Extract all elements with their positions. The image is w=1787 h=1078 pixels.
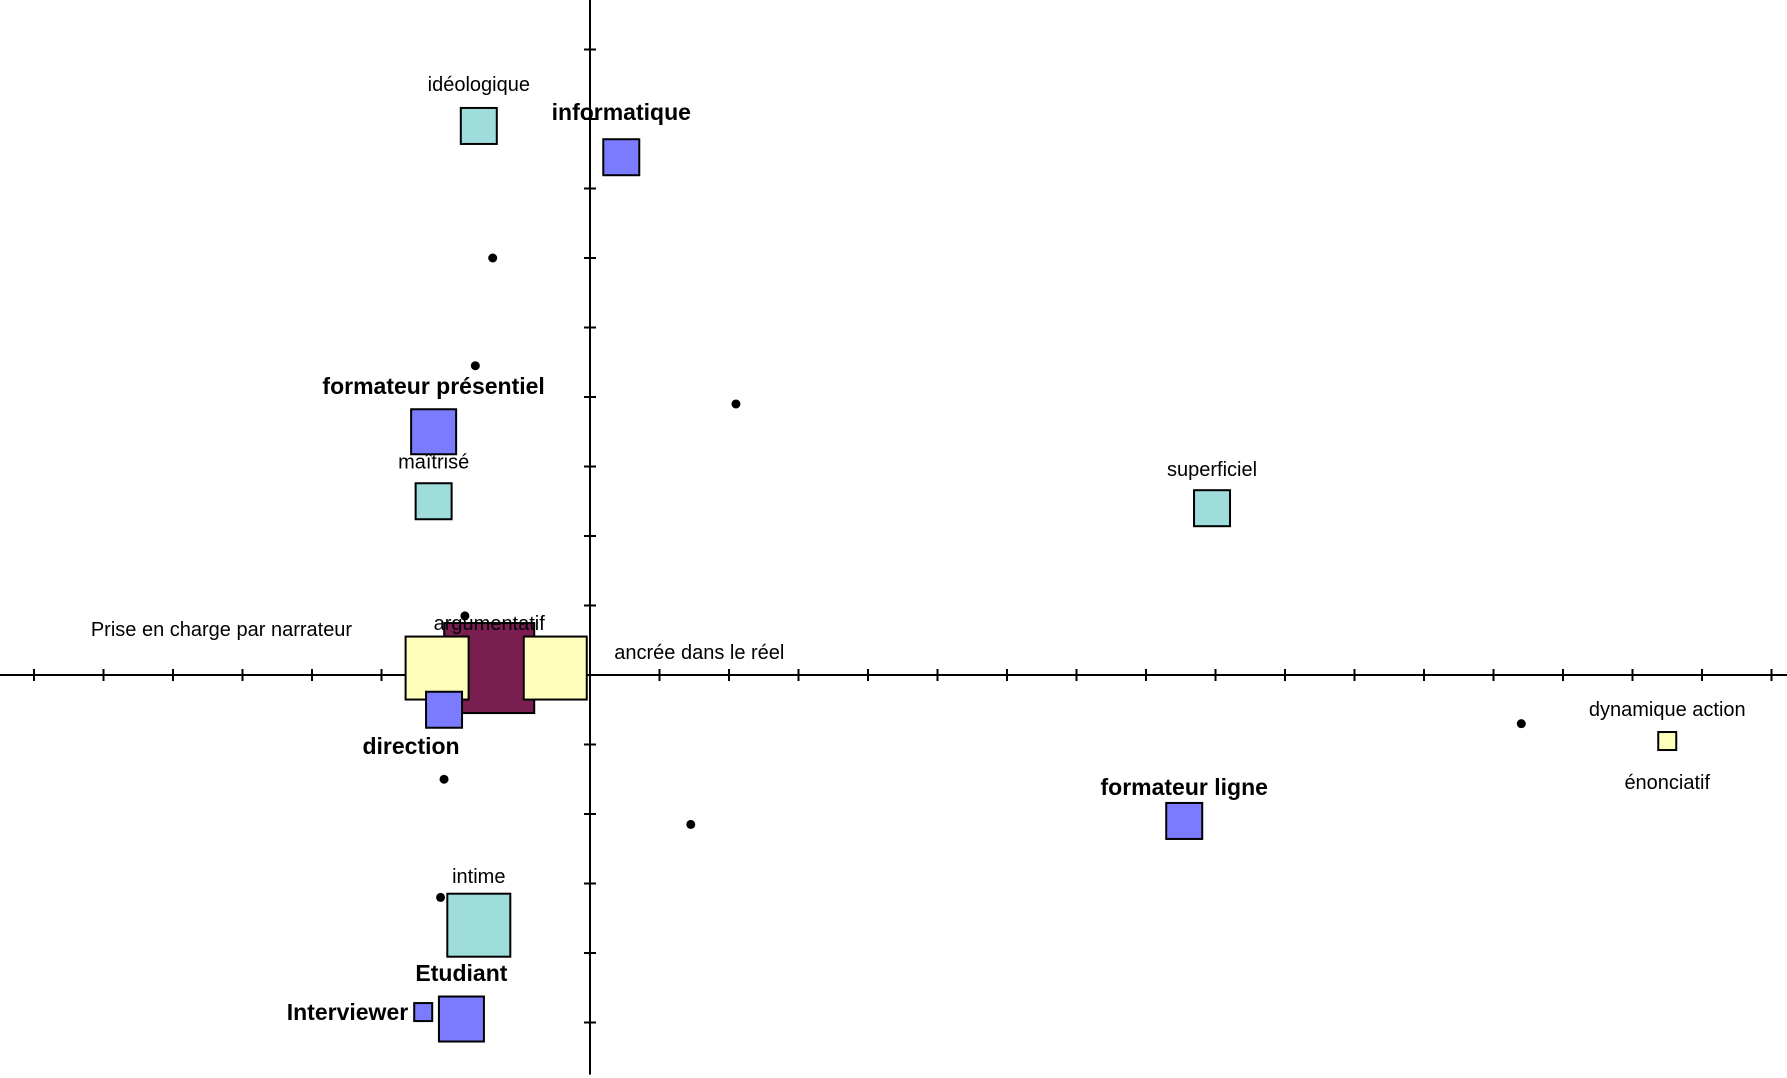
point-label: dynamique action: [1589, 699, 1746, 721]
point-label: énonciatif: [1624, 772, 1710, 794]
data-dot-7: [436, 892, 446, 902]
data-dot-4: [1516, 719, 1526, 729]
data-dot-2: [731, 399, 741, 409]
data-dot-6: [686, 819, 696, 829]
point-label: Etudiant: [415, 960, 507, 986]
data-dot-0: [488, 253, 498, 263]
marker-dynamique-action: [1657, 731, 1678, 752]
point-label: idéologique: [428, 74, 530, 96]
marker-formateur-ligne: [1165, 801, 1204, 840]
point-label: intime: [452, 866, 505, 888]
point-label: maîtrisé: [398, 451, 469, 473]
point-label: Interviewer: [287, 999, 408, 1025]
data-dot-3: [460, 611, 470, 621]
chart-labels: idéologique informatique formateur présent…: [91, 74, 1746, 1025]
point-label: Prise en charge par narrateur: [91, 619, 353, 641]
marker-direction: [425, 690, 464, 729]
point-label: formateur présentiel: [322, 373, 544, 399]
point-label: direction: [362, 733, 459, 759]
chart-marks: [404, 106, 1678, 1043]
point-label: informatique: [552, 99, 691, 125]
point-label: ancrée dans le réel: [614, 642, 784, 664]
data-dot-5: [439, 774, 449, 784]
marker-etudiant: [437, 995, 485, 1043]
data-dot-1: [470, 361, 480, 371]
marker-superficiel: [1193, 489, 1232, 528]
marker-prise-en-charge-par-narrateur: [404, 635, 470, 701]
marker-ma-tris-: [414, 482, 453, 521]
marker-id-ologique: [459, 106, 498, 145]
point-label: formateur ligne: [1101, 774, 1268, 800]
marker-interviewer: [413, 1002, 434, 1023]
marker-formateur-pr-sentiel: [410, 408, 458, 456]
point-label: superficiel: [1167, 459, 1257, 481]
marker-informatique: [602, 138, 641, 177]
point-label: argumentatif: [434, 613, 546, 635]
marker-intime: [446, 892, 512, 958]
marker-ancr-e-dans-le-r-el: [522, 635, 588, 701]
